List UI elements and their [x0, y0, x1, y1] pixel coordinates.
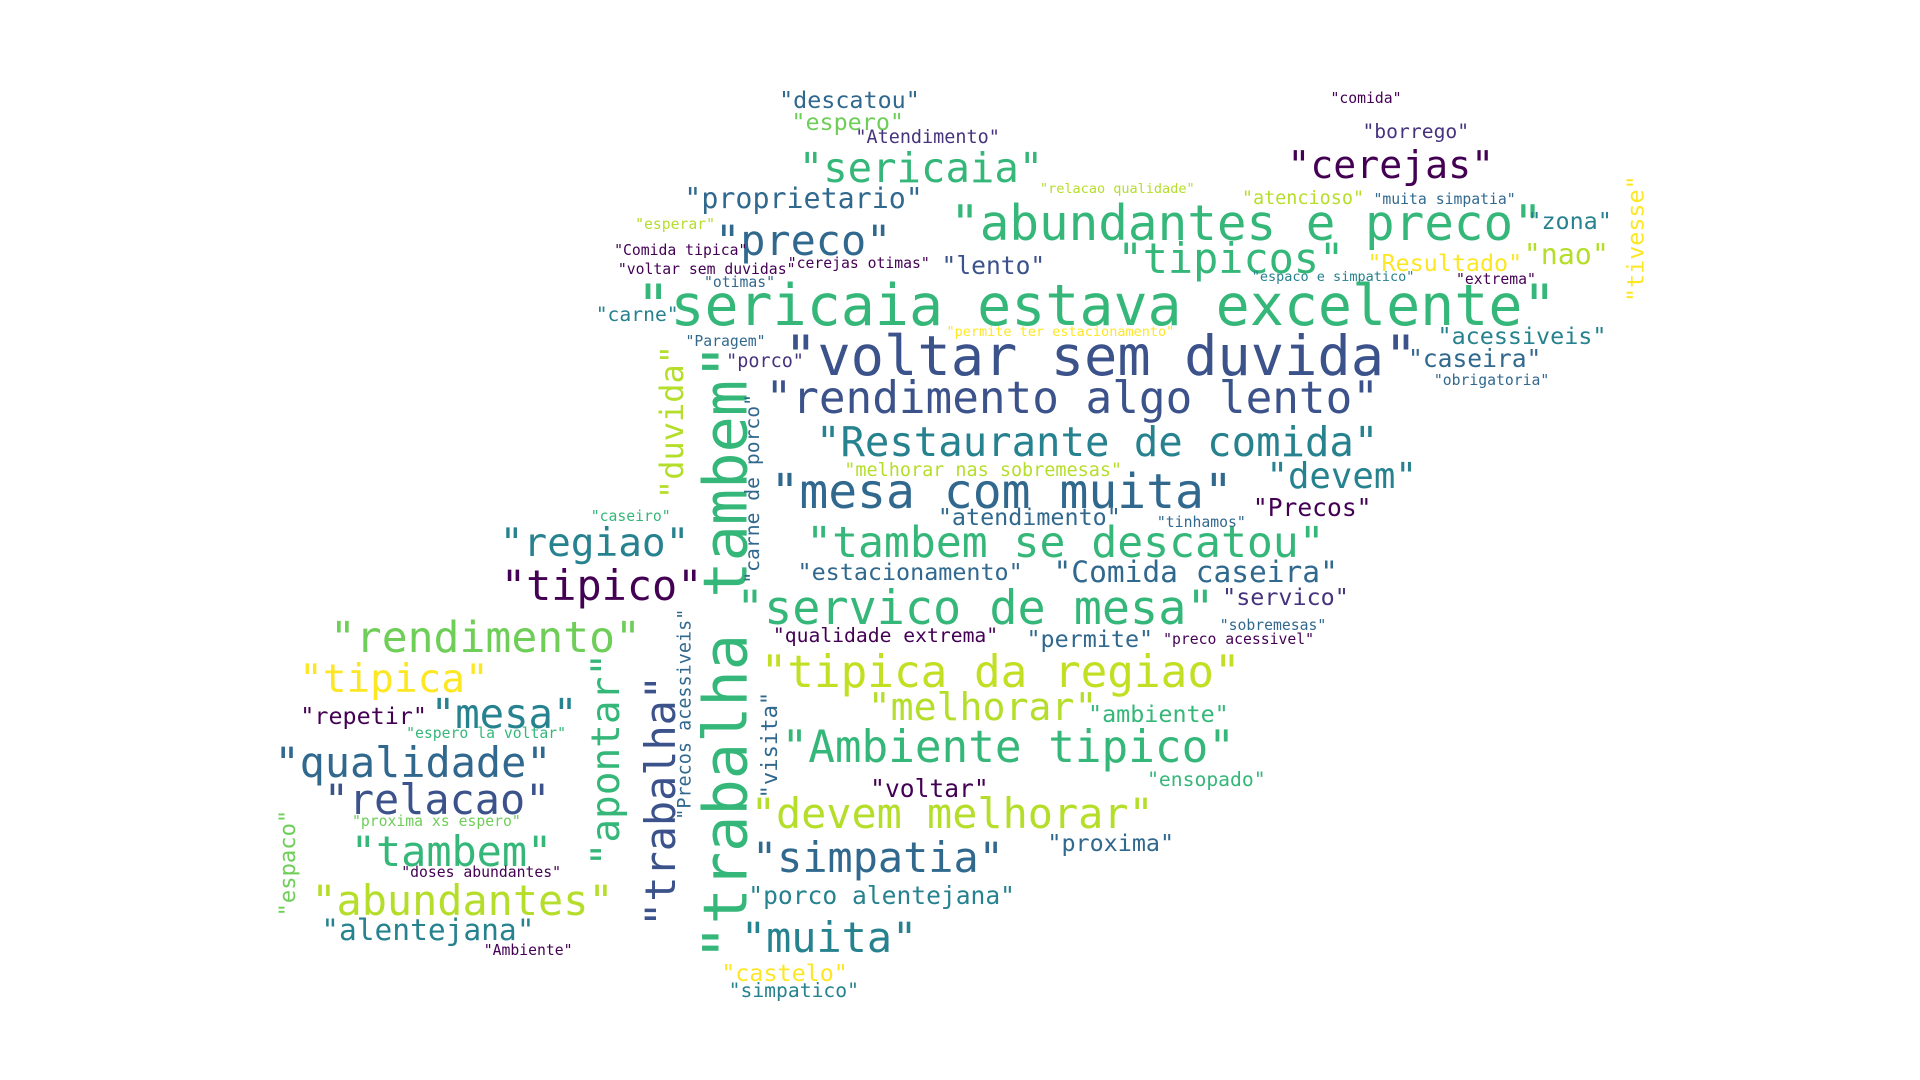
- word-cerejas-otimas: "cerejas otimas": [787, 255, 930, 273]
- word-voltar-sem-duvidas: "voltar sem duvidas": [617, 261, 796, 279]
- word-proxima-xs-espero: "proxima xs espero": [352, 812, 521, 830]
- word-tipicos: "tipicos": [1117, 233, 1345, 283]
- word-tambem-se-descatou: "tambem se descatou": [806, 517, 1325, 568]
- word-nao: "nao": [1523, 238, 1609, 272]
- word-preco-acessivel: "preco acessivel": [1163, 630, 1315, 648]
- word-servico: "servico": [1222, 582, 1349, 611]
- word-espero: "espero": [791, 107, 904, 136]
- word-zona: "zona": [1527, 207, 1612, 236]
- word-espero-la-voltar: "espero la voltar": [406, 725, 566, 743]
- word-ensopado: "ensopado": [1147, 768, 1266, 792]
- word-simpatico: "simpatico": [728, 978, 859, 1002]
- word-espaco: "espaco": [274, 809, 301, 917]
- word-comida-caseira: "Comida caseira": [1053, 554, 1338, 589]
- word-borrego: "borrego": [1362, 119, 1470, 143]
- word-comida: "comida": [1330, 90, 1402, 108]
- word-visita: "visita": [757, 691, 784, 799]
- word-carne: "carne": [595, 303, 679, 327]
- word-espaco-e-simpatico: "espaco e simpatico": [1251, 268, 1415, 285]
- word-sobremesas: "sobremesas": [1219, 617, 1327, 635]
- word-proxima: "proxima": [1047, 829, 1175, 857]
- word-voltar-sem-duvida: "voltar sem duvida": [784, 324, 1418, 389]
- word-rendimento-algo-lento: "rendimento algo lento": [765, 372, 1379, 424]
- word-ambiente: "Ambiente": [483, 942, 573, 959]
- word-apontar: "apontar": [583, 652, 630, 867]
- word-permite-ter-estacionamento: "permite ter estacionamento": [946, 324, 1175, 341]
- word-regiao: "regiao": [499, 520, 690, 567]
- word-estacionamento: "estacionamento": [797, 558, 1023, 587]
- word-comida-tipica: "Comida tipica": [614, 241, 748, 259]
- word-castelo: "castelo": [721, 959, 848, 988]
- word-carne-de-porco: "carne de porco": [741, 393, 765, 584]
- word-doses-abundantes: "doses abundantes": [401, 864, 562, 882]
- word-qualidade-extrema: "qualidade extrema": [772, 624, 999, 648]
- word-mesa-com-muita: "mesa com muita": [770, 463, 1233, 520]
- word-alentejana: "alentejana": [321, 912, 535, 947]
- word-devem-melhorar: "devem melhorar": [750, 788, 1154, 838]
- word-relacao: "relacao": [323, 775, 551, 825]
- word-paragem: "Paragem": [685, 332, 766, 350]
- word-atendimento: "Atendimento": [855, 127, 1000, 149]
- word-devem: "devem": [1266, 456, 1417, 498]
- word-atendimento: "atendimento": [937, 502, 1121, 531]
- word-resultado: "Resultado": [1367, 249, 1523, 278]
- word-tipica-da-regiao: "tipica da regiao": [760, 647, 1241, 699]
- word-restaurante-de-comida: "Restaurante de comida": [816, 418, 1379, 467]
- word-abundantes: "abundantes": [311, 876, 614, 925]
- word-muita-simpatia: "muita simpatia": [1373, 191, 1516, 209]
- word-ambiente: "ambiente": [1088, 699, 1229, 728]
- word-tivesse: "tivesse": [1622, 175, 1651, 303]
- word-tipico: "tipico": [500, 560, 703, 610]
- word-mesa: "mesa": [430, 690, 578, 739]
- word-qualidade: "qualidade": [274, 738, 552, 788]
- word-permite: "permite": [1026, 624, 1154, 653]
- word-porco: "porco": [726, 351, 804, 373]
- word-preco: "preco": [715, 216, 892, 266]
- word-abundantes-e-preco: "abundantes e preco": [950, 194, 1543, 253]
- word-melhorar-nas-sobremesas: "melhorar nas sobremesas": [844, 459, 1123, 481]
- word-extrema: "extrema": [1456, 271, 1536, 289]
- word-lento: "lento": [941, 250, 1046, 280]
- word-obrigatoria: "obrigatoria": [1433, 372, 1550, 390]
- word-esperar: "esperar": [635, 215, 715, 233]
- word-proprietario: "proprietario": [684, 181, 923, 215]
- word-servico-de-mesa: "servico de mesa": [736, 581, 1215, 636]
- word-cerejas: "cerejas": [1287, 143, 1495, 188]
- word-caseiro: "caseiro": [590, 507, 671, 525]
- word-melhorar: "melhorar": [867, 685, 1098, 729]
- word-descatou: "descatou": [779, 85, 920, 114]
- word-voltar: "voltar": [870, 773, 989, 803]
- word-tambem: "tambem": [350, 826, 553, 876]
- word-otimas: "otimas": [704, 273, 776, 291]
- word-repetir: "repetir": [300, 702, 427, 731]
- word-porco-alentejana: "porco alentejana": [748, 880, 1015, 910]
- word-relacao-qualidade: "relacao qualidade": [1040, 181, 1195, 198]
- word-precos: "Precos": [1252, 493, 1372, 522]
- word-tipica: "tipica": [299, 655, 489, 702]
- word-trabalha: "trabalha": [635, 675, 685, 928]
- word-caseira: "caseira": [1408, 344, 1542, 374]
- word-sericaia-estava-excelente: "sericaia estava excelente": [636, 273, 1557, 340]
- word-muita: "muita": [740, 912, 918, 962]
- word-rendimento: "rendimento": [329, 612, 641, 663]
- word-atencioso: "atencioso": [1241, 187, 1365, 209]
- word-duvida: "duvida": [653, 345, 692, 500]
- word-acessiveis: "acessiveis": [1437, 321, 1607, 350]
- word-sericaia: "sericaia": [798, 143, 1044, 192]
- word-tinhamos: "tinhamos": [1156, 513, 1246, 531]
- word-ambiente-tipico: "Ambiente tipico": [781, 722, 1235, 774]
- word-simpatia: "simpatia": [752, 832, 1004, 882]
